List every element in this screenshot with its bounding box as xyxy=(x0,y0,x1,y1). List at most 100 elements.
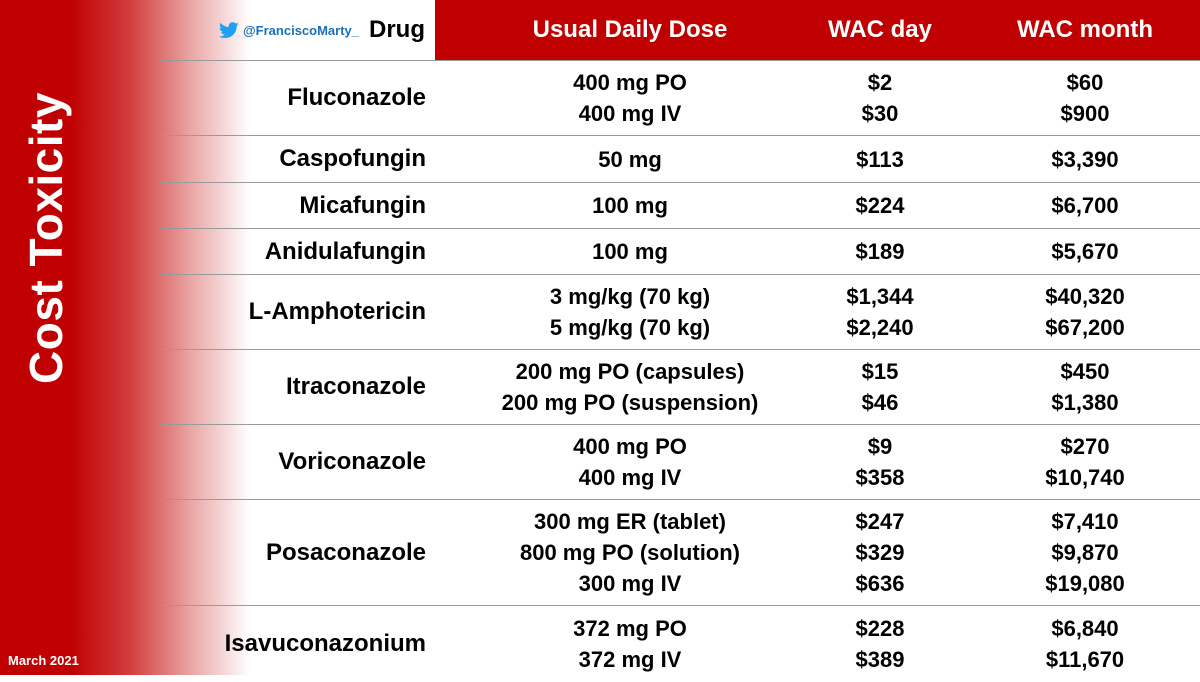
wac-day-value-cell: $189 xyxy=(780,229,980,274)
twitter-bird-icon xyxy=(219,21,239,38)
table-row: Voriconazole 400 mg PO 400 mg IV $9 $358 $270… xyxy=(160,424,1200,499)
drug-name-text: Fluconazole xyxy=(287,84,426,111)
wac-month-value-cell: $60 $900 xyxy=(980,61,1190,135)
wac-day-value: $46 xyxy=(861,390,899,415)
wac-day-value: $2,240 xyxy=(846,315,914,340)
wac-month-value: $3,390 xyxy=(1051,146,1119,172)
table-row: Isavuconazonium 372 mg PO 372 mg IV $228 $38… xyxy=(160,605,1200,682)
dose-value: 400 mg PO xyxy=(573,434,687,459)
dose-value-cell: 400 mg PO 400 mg IV xyxy=(480,61,780,135)
dose-value: 300 mg IV xyxy=(578,571,682,596)
wac-month-value: $450 xyxy=(1060,359,1110,384)
wac-day-value: $228 xyxy=(855,616,905,641)
wac-day-value: $189 xyxy=(855,239,905,264)
drug-name-text: L-Amphotericin xyxy=(248,298,426,325)
drug-header: @FranciscoMarty_ Drug xyxy=(219,0,425,60)
drug-name-text: Anidulafungin xyxy=(264,237,426,265)
dose-value: 200 mg PO (suspension) xyxy=(501,390,759,415)
wac-day-value: $389 xyxy=(855,647,905,672)
wac-day-value-cell: $113 xyxy=(780,136,980,182)
wac-month-value-cell: $450 $1,380 xyxy=(980,350,1190,424)
drug-name: Anidulafungin xyxy=(160,229,426,274)
wac-month-value-cell: $270 $10,740 xyxy=(980,425,1190,499)
table-row: Caspofungin 50 mg $113 $3,390 xyxy=(160,135,1200,182)
twitter-handle-text: @FranciscoMarty_ xyxy=(243,22,359,38)
dose-value: 372 mg PO xyxy=(573,616,687,641)
wac-day-value-cell: $247 $329 $636 xyxy=(780,500,980,605)
dose-value-cell: 400 mg PO 400 mg IV xyxy=(480,425,780,499)
wac-day-value-cell: $1,344 $2,240 xyxy=(780,275,980,349)
wac-month-value: $270 xyxy=(1060,434,1110,459)
wac-day-value: $2 xyxy=(867,70,893,95)
drug-name-text: Itraconazole xyxy=(285,373,426,400)
dose-value-cell: 372 mg PO 372 mg IV xyxy=(480,606,780,682)
drug-name: L-Amphotericin xyxy=(160,275,426,349)
dose-column-header: Usual Daily Dose xyxy=(532,16,728,43)
dose-value-cell: 100 mg xyxy=(480,183,780,228)
drug-name: Caspofungin xyxy=(160,136,426,182)
dose-value: 3 mg/kg (70 kg) xyxy=(549,284,711,309)
dose-value: 300 mg ER (tablet) xyxy=(534,509,726,534)
wac-month-value: $40,320 xyxy=(1045,284,1125,309)
drug-column-header: Drug xyxy=(369,16,425,43)
sidebar-title: Cost Toxicity xyxy=(20,92,72,384)
table-row: Posaconazole 300 mg ER (tablet) 800 mg PO … xyxy=(160,499,1200,605)
drug-name: Fluconazole xyxy=(160,61,426,135)
wac-month-value-cell: $3,390 xyxy=(980,136,1190,182)
wac-month-column-header: WAC month xyxy=(1017,16,1153,43)
drug-name: Posaconazole xyxy=(160,500,426,605)
dose-value: 200 mg PO (capsules) xyxy=(515,359,745,384)
dose-value: 50 mg xyxy=(598,146,662,172)
wac-month-value: $11,670 xyxy=(1045,647,1125,672)
sidebar-banner: Cost Toxicity March 2021 xyxy=(0,0,250,675)
wac-day-value-cell: $224 xyxy=(780,183,980,228)
dose-value-cell: 3 mg/kg (70 kg) 5 mg/kg (70 kg) xyxy=(480,275,780,349)
table-row: Itraconazole 200 mg PO (capsules) 200 mg P… xyxy=(160,349,1200,424)
table-row: Fluconazole 400 mg PO 400 mg IV $2 $30 $60 $90… xyxy=(160,60,1200,135)
wac-month-value: $6,840 xyxy=(1051,616,1119,641)
wac-day-value: $1,344 xyxy=(846,284,914,309)
wac-day-value: $15 xyxy=(861,359,899,384)
drug-name-text: Micafungin xyxy=(299,191,426,219)
wac-month-value-cell: $7,410 $9,870 $19,080 xyxy=(980,500,1190,605)
date-label: March 2021 xyxy=(8,653,79,668)
drug-name: Micafungin xyxy=(160,183,426,228)
drug-table: Fluconazole 400 mg PO 400 mg IV $2 $30 $60 $90… xyxy=(160,60,1200,682)
table-header-bar: Usual Daily Dose WAC day WAC month xyxy=(435,0,1200,60)
wac-month-value: $7,410 xyxy=(1051,509,1119,534)
wac-day-value-cell: $9 $358 xyxy=(780,425,980,499)
wac-month-value: $6,700 xyxy=(1051,193,1119,218)
wac-month-value: $1,380 xyxy=(1051,390,1119,415)
wac-month-value-cell: $6,840 $11,670 xyxy=(980,606,1190,682)
dose-value: 400 mg PO xyxy=(573,70,687,95)
drug-name-text: Isavuconazonium xyxy=(224,630,426,657)
wac-day-value: $247 xyxy=(855,509,905,534)
wac-day-value-cell: $2 $30 xyxy=(780,61,980,135)
dose-value: 400 mg IV xyxy=(578,101,682,126)
twitter-handle[interactable]: @FranciscoMarty_ xyxy=(219,21,359,39)
wac-month-value: $900 xyxy=(1060,101,1110,126)
wac-month-value: $67,200 xyxy=(1045,315,1125,340)
wac-month-value-cell: $40,320 $67,200 xyxy=(980,275,1190,349)
wac-day-value: $636 xyxy=(855,571,905,596)
dose-value-cell: 100 mg xyxy=(480,229,780,274)
dose-value-cell: 50 mg xyxy=(480,136,780,182)
wac-day-value: $113 xyxy=(856,146,904,172)
dose-value-cell: 200 mg PO (capsules) 200 mg PO (suspensio… xyxy=(480,350,780,424)
drug-name-text: Voriconazole xyxy=(278,448,426,475)
wac-month-value: $5,670 xyxy=(1051,239,1119,264)
wac-day-value: $329 xyxy=(855,540,905,565)
wac-day-column-header: WAC day xyxy=(827,16,932,43)
wac-day-value-cell: $228 $389 xyxy=(780,606,980,682)
wac-month-value: $9,870 xyxy=(1051,540,1119,565)
wac-day-value: $9 xyxy=(867,434,893,459)
wac-month-value: $60 xyxy=(1066,70,1104,95)
dose-value: 372 mg IV xyxy=(578,647,682,672)
table-row: Anidulafungin 100 mg $189 $5,670 xyxy=(160,228,1200,274)
dose-value: 5 mg/kg (70 kg) xyxy=(549,315,711,340)
drug-name: Itraconazole xyxy=(160,350,426,424)
wac-day-value-cell: $15 $46 xyxy=(780,350,980,424)
wac-month-value-cell: $6,700 xyxy=(980,183,1190,228)
wac-month-value: $10,740 xyxy=(1045,465,1125,490)
wac-day-value: $358 xyxy=(855,465,905,490)
